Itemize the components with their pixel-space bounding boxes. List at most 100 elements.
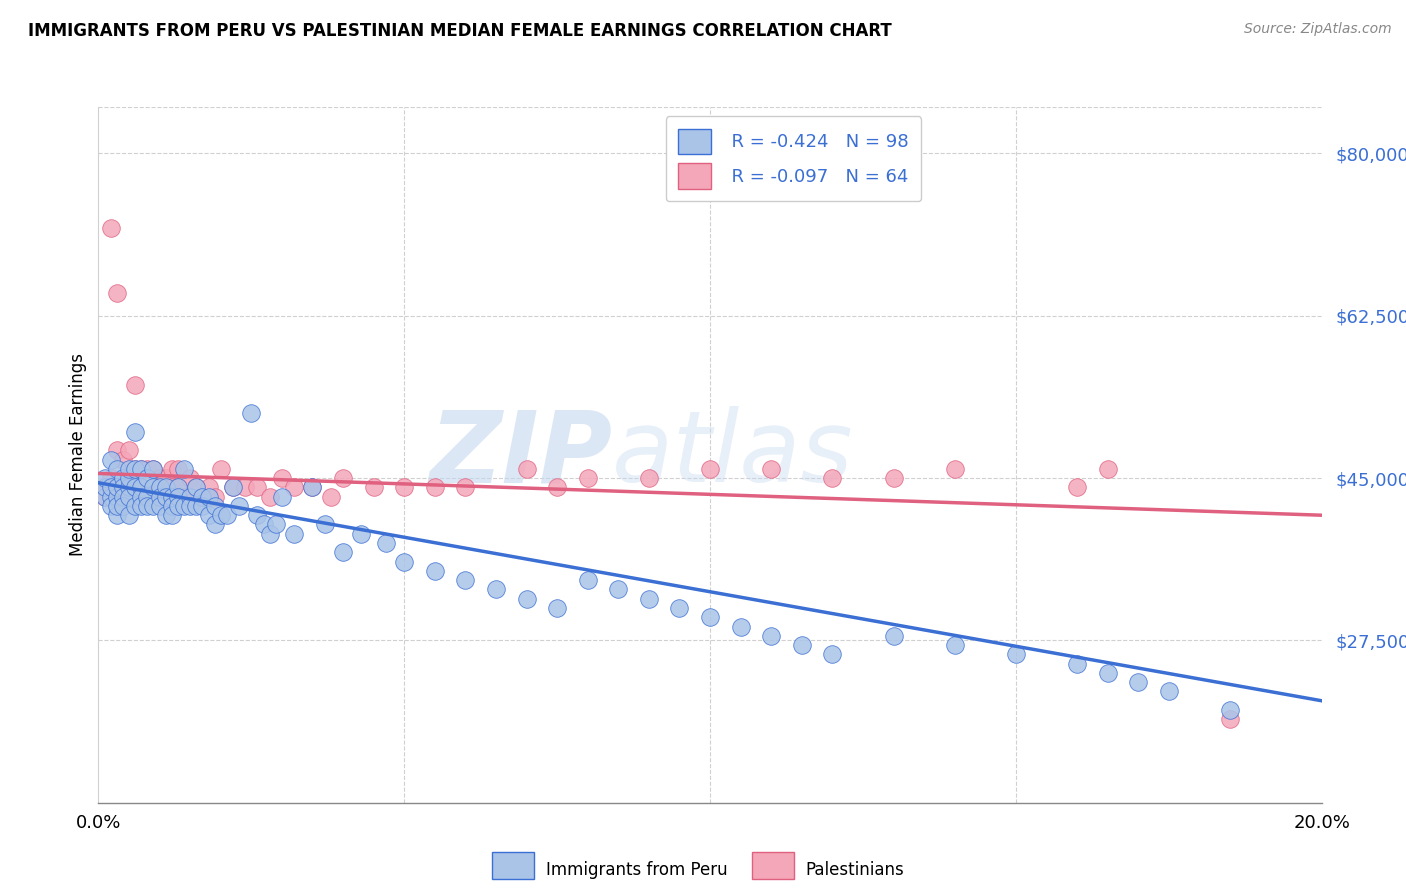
Point (233, 480, 256, 494)
Point (204, 517, 226, 532)
Legend:   R = -0.424   N = 98,   R = -0.097   N = 64: R = -0.424 N = 98, R = -0.097 N = 64 (666, 116, 921, 202)
Point (136, 462, 159, 476)
Point (943, 462, 966, 476)
Point (350, 526, 373, 541)
Point (204, 490, 226, 504)
Point (118, 490, 141, 504)
Point (264, 517, 287, 532)
Point (1097, 462, 1119, 476)
Point (173, 499, 195, 513)
Point (149, 480, 172, 494)
Point (142, 490, 165, 504)
Point (129, 480, 152, 494)
Point (790, 638, 813, 652)
Point (124, 462, 146, 476)
Point (149, 490, 172, 504)
Point (100, 480, 122, 494)
Y-axis label: Median Female Earnings: Median Female Earnings (69, 353, 87, 557)
Point (454, 573, 477, 587)
Point (129, 462, 152, 476)
Point (167, 462, 190, 476)
Point (301, 480, 323, 494)
Point (222, 480, 245, 494)
Point (149, 471, 172, 485)
Point (118, 471, 141, 485)
Point (149, 480, 172, 494)
Point (118, 471, 141, 485)
Point (215, 508, 238, 523)
Point (821, 648, 844, 662)
Point (637, 471, 661, 485)
Point (155, 480, 177, 494)
Point (222, 480, 245, 494)
Point (111, 490, 134, 504)
Text: ZIP: ZIP (429, 407, 612, 503)
Point (111, 490, 134, 504)
Point (118, 443, 141, 458)
Point (204, 499, 226, 513)
Point (160, 490, 183, 504)
Point (160, 499, 183, 513)
Point (136, 471, 159, 485)
Point (100, 220, 122, 235)
Point (167, 490, 190, 504)
Point (136, 490, 159, 504)
Point (142, 462, 165, 476)
Point (93, 480, 115, 494)
Point (197, 508, 219, 523)
Point (129, 490, 152, 504)
Point (173, 490, 195, 504)
Point (124, 490, 146, 504)
Point (105, 480, 128, 494)
Point (118, 490, 141, 504)
Point (179, 490, 201, 504)
Point (374, 536, 396, 550)
Point (160, 480, 183, 494)
Point (124, 480, 146, 494)
Point (173, 462, 195, 476)
Point (155, 490, 177, 504)
Point (1219, 712, 1241, 726)
Point (105, 499, 128, 513)
Text: IMMIGRANTS FROM PERU VS PALESTINIAN MEDIAN FEMALE EARNINGS CORRELATION CHART: IMMIGRANTS FROM PERU VS PALESTINIAN MEDI… (28, 22, 891, 40)
Point (240, 406, 263, 420)
Point (363, 480, 385, 494)
Point (100, 490, 122, 504)
Point (209, 508, 232, 523)
Point (759, 462, 782, 476)
Point (124, 378, 146, 392)
Point (1004, 648, 1026, 662)
Point (454, 480, 477, 494)
Point (883, 629, 905, 643)
Point (191, 490, 214, 504)
Point (100, 452, 122, 467)
Point (118, 462, 141, 476)
Point (93, 471, 115, 485)
Point (821, 471, 844, 485)
Point (136, 499, 159, 513)
Text: atlas: atlas (612, 407, 853, 503)
Point (105, 480, 128, 494)
Point (93, 490, 115, 504)
Point (607, 582, 630, 597)
Point (136, 490, 159, 504)
Point (197, 480, 219, 494)
Point (209, 462, 232, 476)
Point (246, 508, 269, 523)
Point (1157, 684, 1180, 698)
Point (332, 545, 354, 559)
Point (129, 462, 152, 476)
Point (668, 601, 690, 615)
Point (392, 480, 416, 494)
Point (699, 462, 721, 476)
Point (155, 508, 177, 523)
Point (699, 610, 721, 624)
Point (576, 471, 599, 485)
Point (1066, 657, 1088, 671)
Point (105, 462, 128, 476)
Point (186, 480, 208, 494)
Point (167, 480, 190, 494)
Point (160, 462, 183, 476)
Point (270, 471, 292, 485)
Point (124, 425, 146, 439)
